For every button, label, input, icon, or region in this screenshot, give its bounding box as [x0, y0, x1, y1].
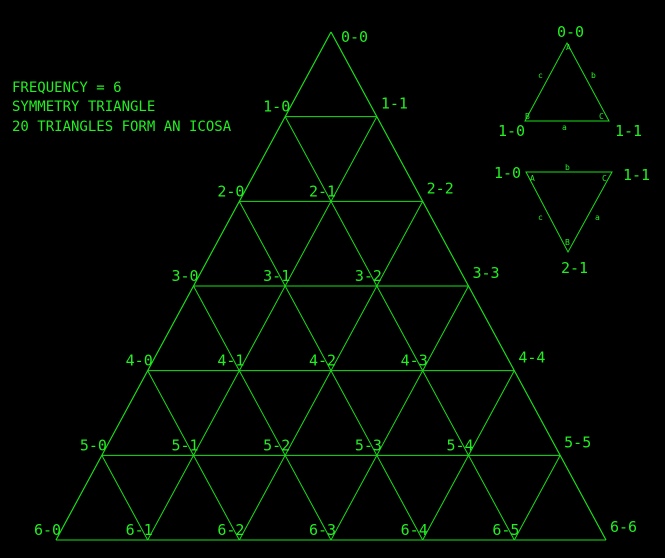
vertex-label: 6-0: [34, 521, 61, 539]
legend-up-corner-a: A: [566, 43, 571, 52]
vertex-label: 4-1: [217, 352, 244, 370]
legend-down-edge-a: a: [595, 213, 600, 222]
vertex-label: 4-3: [401, 352, 428, 370]
legend-up-corner-b: B: [525, 112, 530, 121]
grid-line-diagonal-right: [193, 285, 332, 541]
vertex-label: 5-4: [447, 436, 474, 454]
grid-line-diagonal-left: [147, 116, 378, 541]
legend-up-edge-c: c: [538, 71, 543, 80]
vertex-label: 5-1: [172, 436, 199, 454]
legend-down-corner-c: C: [602, 174, 607, 183]
vertex-label: 2-2: [427, 179, 454, 197]
grid-line-diagonal-left: [513, 455, 561, 541]
legend-up-corner-c: C: [599, 112, 604, 121]
legend-down-triangle: 1-0 1-1 2-1 A C B b c a: [494, 163, 650, 277]
legend-down-edge-c: c: [538, 213, 543, 222]
vertex-label: 2-1: [309, 182, 336, 200]
legend-up-vertex-left: 1-0: [498, 122, 525, 140]
grid-line-diagonal-right: [284, 116, 515, 541]
vertex-label: 6-1: [126, 521, 153, 539]
legend-up-edge-a: a: [562, 123, 567, 132]
legend-down-corner-b: B: [565, 238, 570, 247]
legend-up-edge-b: b: [591, 71, 596, 80]
note-symmetry: SYMMETRY TRIANGLE: [12, 99, 155, 115]
legend-up-triangle: 0-0 1-0 1-1 A B C c b a: [498, 23, 642, 140]
legend-up-vertex-right: 1-1: [615, 122, 642, 140]
notes-block: FREQUENCY = 6 SYMMETRY TRIANGLE 20 TRIAN…: [12, 80, 232, 135]
vertex-label: 6-3: [309, 521, 336, 539]
legend-down-corner-a: A: [530, 174, 535, 183]
note-icosa: 20 TRIANGLES FORM AN ICOSA: [12, 119, 232, 135]
vertex-label: 6-4: [401, 521, 428, 539]
legend-down-vertex-right: 1-1: [623, 166, 650, 184]
vertex-label: 6-5: [492, 521, 519, 539]
vertex-label: 2-0: [217, 182, 244, 200]
vertex-label: 5-0: [80, 436, 107, 454]
vertex-label: 5-2: [263, 436, 290, 454]
legend-down-vertex-left: 1-0: [494, 164, 521, 182]
legend-down-vertex-bottom: 2-1: [561, 259, 588, 277]
legend-up-vertex-top: 0-0: [557, 23, 584, 41]
vertex-label: 1-1: [381, 95, 408, 113]
main-triangle: 0-0 1-0 1-1 2-0 2-1 2-2 3-0 3-1 3-2 3-3 4-0 4-1 4-2 4…: [34, 28, 637, 541]
grid-line-diagonal-right: [147, 370, 240, 541]
vertex-label: 4-0: [126, 352, 153, 370]
vertex-label: 1-0: [263, 98, 290, 116]
vertex-label: 6-6: [610, 518, 637, 536]
vertex-label: 4-2: [309, 352, 336, 370]
vertex-label: 5-3: [355, 436, 382, 454]
vertex-label: 3-0: [172, 267, 199, 285]
vertex-label: 3-1: [263, 267, 290, 285]
vertex-label: 3-3: [473, 264, 500, 282]
outline-left-edge: [55, 31, 332, 541]
legend-down-outline: [525, 171, 613, 254]
vertex-label: 6-2: [217, 521, 244, 539]
note-frequency: FREQUENCY = 6: [12, 80, 122, 96]
vertex-label: 3-2: [355, 267, 382, 285]
vertex-label: 0-0: [341, 28, 368, 46]
vertex-label: 4-4: [518, 349, 545, 367]
grid-line-diagonal-right: [101, 455, 149, 541]
grid-line-diagonal-left: [330, 285, 469, 541]
vertex-label: 5-5: [564, 433, 591, 451]
legend-up-outline: [524, 41, 610, 122]
outline-right-edge: [330, 31, 607, 541]
grid-line-diagonal-right: [238, 201, 424, 541]
legend-down-edge-b: b: [565, 163, 570, 172]
